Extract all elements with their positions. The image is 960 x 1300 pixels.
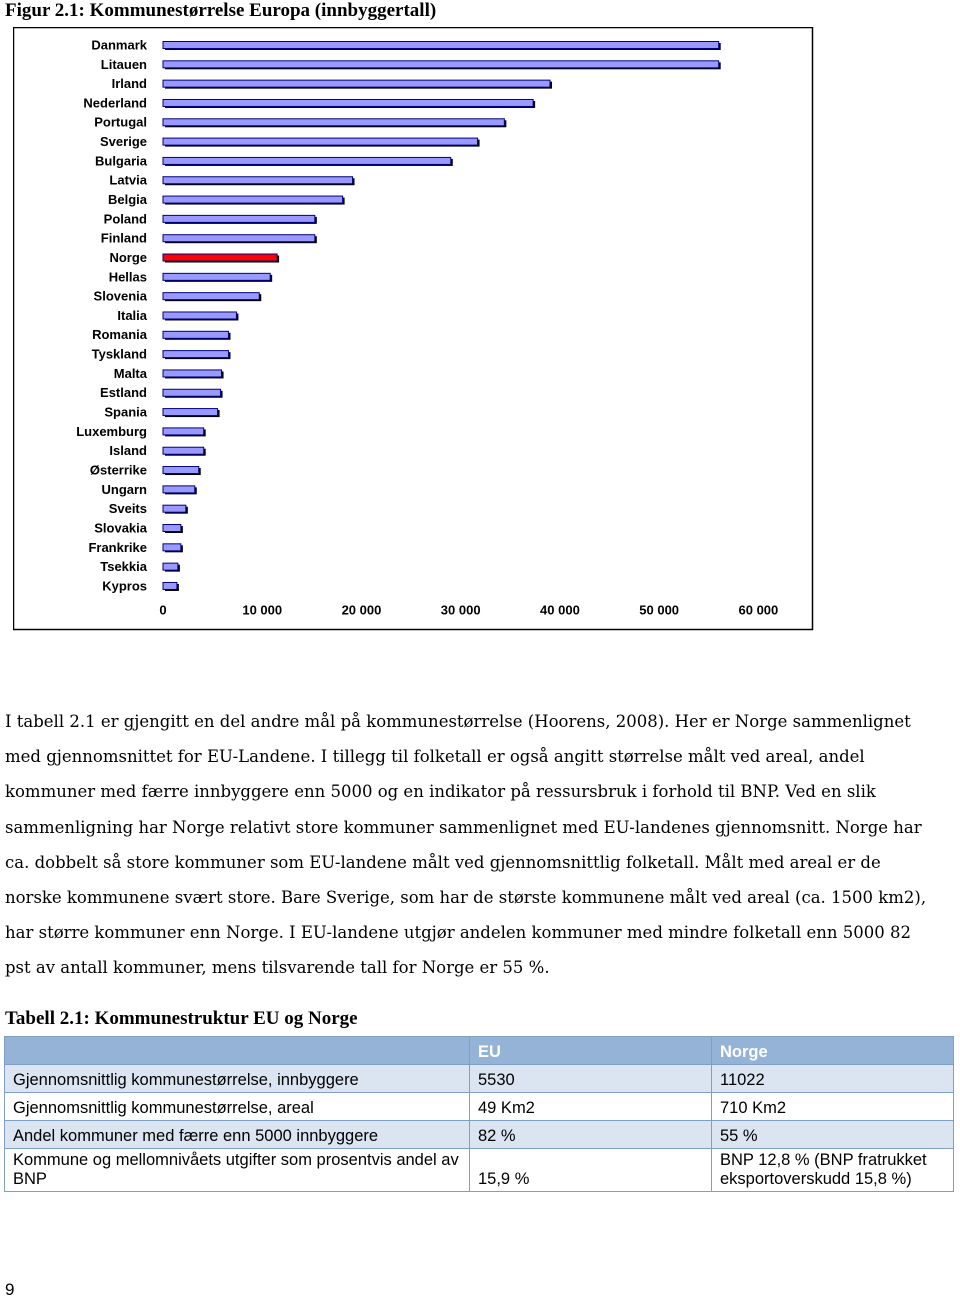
table-cell: Gjennomsnittlig kommunestørrelse, areal (4, 1092, 470, 1121)
bar (162, 195, 344, 204)
y-tick-label: Romania (92, 327, 148, 342)
y-tick-label: Latvia (109, 173, 147, 188)
bar (162, 311, 237, 320)
x-tick-label: 0 (159, 602, 166, 617)
bar (162, 98, 534, 107)
bar (162, 41, 720, 49)
y-tick-label: Tyskland (92, 347, 147, 362)
bar (162, 543, 182, 552)
table-cell: Kommune og mellomnivåets utgifter som pr… (4, 1148, 470, 1192)
bar (162, 581, 178, 590)
bar (162, 156, 452, 165)
bar (162, 466, 200, 475)
figure-caption: Figur 2.1: Kommunestørrelse Europa (innb… (5, 0, 437, 21)
x-tick-label: 10 000 (242, 602, 282, 617)
table-cell: 5530 (469, 1064, 712, 1093)
y-tick-label: Poland (104, 211, 147, 226)
y-tick-label: Luxemburg (76, 424, 147, 439)
table-row: Kommune og mellomnivåets utgifter som pr… (4, 1148, 954, 1192)
table-row: Gjennomsnittlig kommunestørrelse, innbyg… (4, 1064, 954, 1093)
y-tick-label: Belgia (108, 192, 148, 207)
bar (162, 330, 229, 339)
x-tick-label: 60 000 (739, 602, 779, 617)
y-tick-label: Slovenia (94, 289, 148, 304)
table: EU Norge Gjennomsnittlig kommunestørrels… (4, 1036, 954, 1192)
bar (162, 369, 223, 378)
table-cell: Norge (711, 1036, 954, 1065)
bar (162, 504, 187, 513)
table-row: Andel kommuner med færre enn 5000 innbyg… (4, 1120, 954, 1149)
page-number: 9 (5, 1280, 15, 1299)
y-tick-label: Ungarn (102, 482, 148, 497)
y-tick-label: Hellas (109, 269, 147, 284)
table-cell: EU (469, 1036, 712, 1065)
y-tick-label: Portugal (94, 115, 147, 130)
table-row: Gjennomsnittlig kommunestørrelse, areal 4… (4, 1092, 954, 1121)
bar (162, 408, 219, 417)
bar (162, 446, 205, 455)
bar (162, 176, 354, 185)
y-tick-label: Estland (100, 385, 147, 400)
y-tick-label: Norge (109, 250, 147, 265)
y-tick-label: Litauen (101, 57, 147, 72)
table-cell: 710 Km2 (711, 1092, 954, 1121)
bar (162, 562, 179, 571)
table-cell: 55 % (711, 1120, 954, 1149)
bar (162, 272, 271, 281)
table-cell (4, 1036, 470, 1065)
y-tick-label: Slovakia (94, 520, 148, 535)
table-cell: Gjennomsnittlig kommunestørrelse, innbyg… (4, 1064, 470, 1093)
table-header: EU Norge (4, 1036, 954, 1065)
bar (162, 234, 316, 243)
bar (162, 524, 182, 532)
y-tick-label: Sverige (100, 134, 147, 149)
y-tick-label: Frankrike (88, 540, 147, 555)
table-cell: Andel kommuner med færre enn 5000 innbyg… (4, 1120, 470, 1149)
y-tick-label: Tsekkia (100, 559, 148, 574)
y-tick-label: Island (109, 443, 147, 458)
bar (162, 388, 222, 397)
y-tick-label: Finland (101, 231, 147, 246)
chart: 0 10 000 20 000 30 000 40 000 50 000 60 000 Dan… (13, 27, 814, 631)
chart-frame (13, 27, 814, 631)
y-tick-label: Nederland (83, 95, 147, 110)
y-tick-label: Sveits (109, 501, 147, 516)
table-cell: 82 % (469, 1120, 712, 1149)
y-tick-label: Irland (112, 76, 147, 91)
table-cell: 49 Km2 (469, 1092, 712, 1121)
x-tick-label: 40 000 (540, 602, 580, 617)
y-tick-label: Bulgaria (95, 153, 148, 168)
bar (162, 427, 205, 436)
y-tick-label: Malta (114, 366, 148, 381)
y-tick-label: Kypros (102, 578, 147, 593)
y-tick-label: Italia (117, 308, 147, 323)
bar (162, 214, 316, 223)
bar (162, 79, 551, 88)
bar (162, 118, 505, 127)
bar (162, 253, 278, 262)
y-tick-label: Danmark (91, 37, 147, 52)
table-cell: BNP 12,8 % (BNP fratrukket eksportoversk… (711, 1148, 954, 1192)
bar (162, 137, 479, 146)
x-tick-label: 20 000 (342, 602, 382, 617)
bar (162, 350, 229, 359)
x-tick-label: 30 000 (441, 602, 481, 617)
table-cell: 11022 (711, 1064, 954, 1093)
y-tick-label: Spania (104, 405, 147, 420)
table-caption: Tabell 2.1: Kommunestruktur EU og Norge (5, 1008, 358, 1029)
table-cell: 15,9 % (469, 1148, 712, 1192)
body-paragraph: I tabell 2.1 er gjengitt en del andre må… (5, 712, 927, 978)
bar (162, 292, 260, 301)
x-tick-label: 50 000 (639, 602, 679, 617)
bar (162, 60, 720, 69)
bar (162, 485, 196, 494)
y-tick-label: Østerrike (90, 462, 147, 477)
